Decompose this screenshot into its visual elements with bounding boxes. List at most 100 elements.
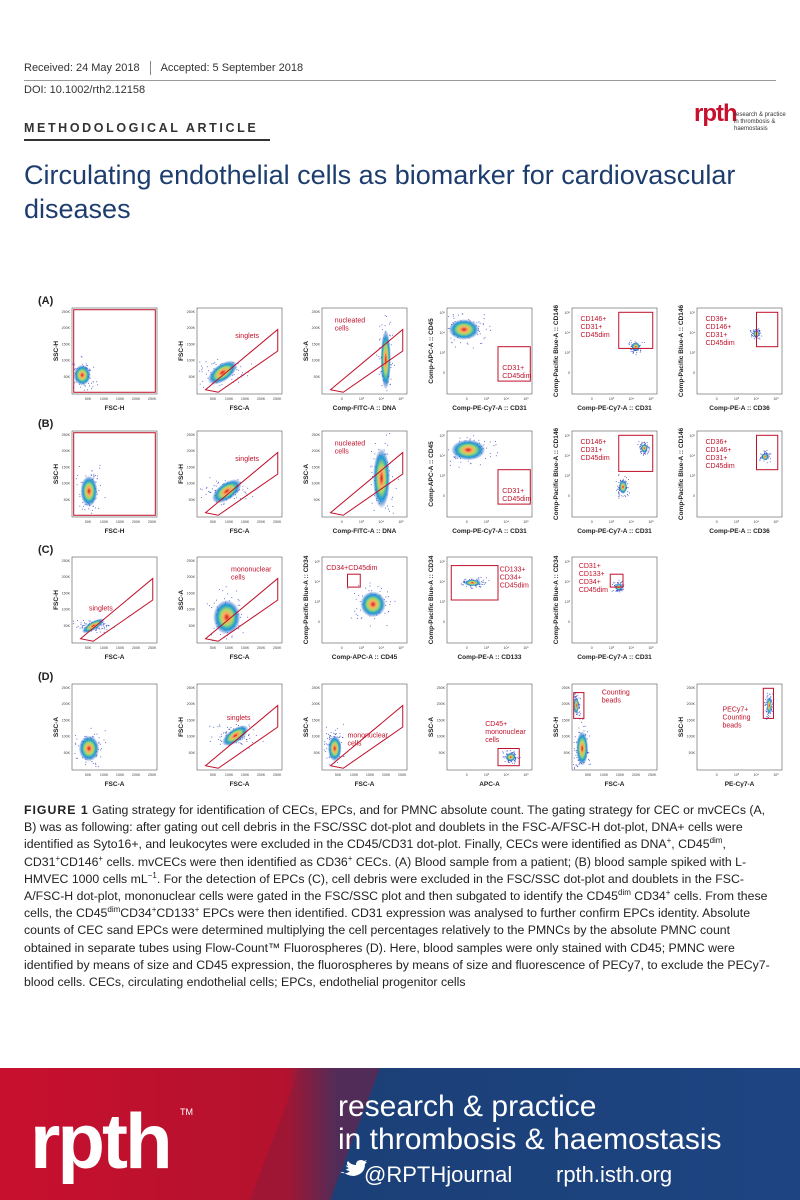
event-dot bbox=[373, 510, 375, 511]
event-dot bbox=[356, 617, 358, 619]
event-dot bbox=[200, 488, 202, 490]
event-dot bbox=[328, 733, 330, 735]
event-dot bbox=[643, 342, 645, 343]
event-dot bbox=[97, 384, 99, 386]
event-dot bbox=[91, 382, 93, 384]
x-tick-label: 250K bbox=[273, 397, 282, 401]
event-dot bbox=[627, 483, 629, 485]
event-dot bbox=[245, 498, 247, 500]
gate-label: Counting bbox=[723, 715, 751, 722]
x-tick-label: 10⁵ bbox=[523, 520, 529, 524]
y-tick-label: 10³ bbox=[315, 600, 321, 604]
gate-label: CD34+ bbox=[500, 575, 522, 582]
event-dot bbox=[392, 496, 393, 498]
event-dot bbox=[76, 484, 78, 486]
event-dot bbox=[480, 576, 482, 578]
event-dot bbox=[252, 729, 254, 731]
event-dot bbox=[576, 714, 578, 716]
event-dot bbox=[251, 742, 253, 744]
event-dot bbox=[77, 620, 79, 622]
event-dot bbox=[106, 624, 108, 626]
event-dot bbox=[89, 385, 91, 387]
event-dot bbox=[483, 338, 485, 340]
event-dot bbox=[760, 335, 762, 337]
event-dot bbox=[235, 724, 237, 725]
x-tick-label: 10⁴ bbox=[504, 397, 510, 401]
event-dot bbox=[98, 742, 100, 744]
event-dot bbox=[511, 751, 513, 753]
caption-text: CD146 bbox=[60, 854, 99, 869]
event-dot bbox=[771, 706, 773, 708]
y-tick-label: 200K bbox=[187, 326, 196, 330]
gate bbox=[347, 573, 361, 588]
event-dot bbox=[79, 386, 81, 388]
x-tick-label: 50K bbox=[85, 397, 92, 401]
event-dot bbox=[100, 756, 102, 758]
density-blob bbox=[211, 479, 242, 504]
event-dot bbox=[239, 604, 241, 606]
event-dot bbox=[621, 581, 623, 582]
x-tick-label: 100K bbox=[100, 646, 109, 650]
event-dot bbox=[478, 439, 480, 441]
event-dot bbox=[482, 322, 484, 324]
event-dot bbox=[237, 604, 239, 606]
density-blob bbox=[448, 319, 480, 340]
event-dot bbox=[485, 577, 487, 579]
dot-plot: singlets 50K 100K 150K 200K 250K 50K 100K 150K 20… bbox=[178, 430, 283, 535]
event-dot bbox=[581, 721, 583, 723]
density-blob bbox=[576, 731, 589, 766]
dot-plot: 50K 100K 150K 200K 250K 50K 100K 150K 200K 250K FS… bbox=[53, 430, 158, 535]
density-blob bbox=[373, 448, 390, 509]
event-dot bbox=[643, 442, 645, 444]
event-dot bbox=[73, 623, 75, 625]
event-dot bbox=[384, 325, 386, 327]
event-dot bbox=[770, 697, 772, 699]
x-tick-label: 0 bbox=[341, 646, 343, 650]
event-dot bbox=[617, 485, 619, 487]
event-dot bbox=[248, 734, 250, 736]
x-tick-label: 0 bbox=[466, 773, 468, 777]
y-tick-label: 10⁴ bbox=[689, 454, 695, 458]
event-dot bbox=[84, 624, 86, 626]
event-dot bbox=[249, 737, 251, 739]
y-axis-label: Comp-APC-A :: CD45 bbox=[428, 318, 435, 384]
event-dot bbox=[199, 370, 200, 372]
event-dot bbox=[514, 761, 516, 763]
event-dot bbox=[379, 358, 381, 360]
event-dot bbox=[392, 512, 394, 514]
event-dot bbox=[507, 762, 509, 764]
x-tick-label: 50K bbox=[335, 773, 342, 777]
y-tick-label: 10⁴ bbox=[439, 331, 445, 335]
y-tick-label: 150K bbox=[62, 591, 71, 595]
rule bbox=[24, 139, 270, 141]
event-dot bbox=[77, 625, 79, 627]
x-tick-label: 10⁴ bbox=[629, 646, 635, 650]
event-dot bbox=[624, 494, 626, 496]
gate-label: CD31+ bbox=[502, 365, 524, 372]
event-dot bbox=[465, 578, 467, 580]
event-dot bbox=[203, 386, 204, 388]
event-dot bbox=[506, 750, 508, 752]
y-tick-label: 100K bbox=[187, 735, 196, 739]
footer-line: in thrombosis & haemostasis bbox=[338, 1123, 722, 1156]
event-dot bbox=[516, 757, 518, 759]
event-dot bbox=[99, 467, 100, 469]
y-tick-label: 150K bbox=[312, 718, 321, 722]
gate-label: beads bbox=[723, 723, 743, 730]
event-dot bbox=[582, 718, 584, 720]
event-dot bbox=[106, 626, 107, 628]
y-axis-label: SSC-A bbox=[428, 717, 435, 738]
event-dot bbox=[104, 742, 106, 744]
event-dot bbox=[90, 474, 92, 476]
gate-label: CD146+ bbox=[581, 439, 607, 446]
y-axis-label: SSC-A bbox=[303, 717, 310, 738]
x-axis-label: FSC-H bbox=[105, 528, 125, 535]
event-dot bbox=[384, 442, 386, 444]
x-tick-label: 10³ bbox=[359, 520, 365, 524]
event-dot bbox=[248, 724, 250, 726]
y-tick-label: 10⁴ bbox=[689, 331, 695, 335]
gate-label: singlets bbox=[235, 456, 259, 463]
footer-line: research & practice bbox=[338, 1090, 596, 1123]
caption-superscript: dim bbox=[618, 887, 631, 897]
event-dot bbox=[85, 761, 87, 763]
